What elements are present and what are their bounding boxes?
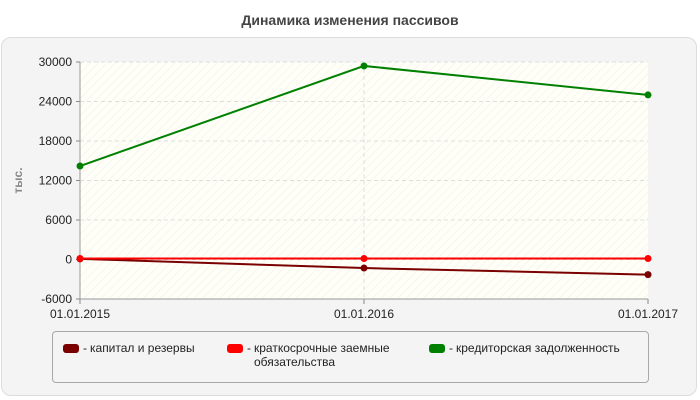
series-point-0 xyxy=(360,264,368,272)
series-point-1 xyxy=(644,255,652,263)
series-point-2 xyxy=(644,91,652,99)
series-point-1 xyxy=(360,255,368,263)
x-tick-label: 01.01.2017 xyxy=(618,307,678,321)
x-tick-label: 01.01.2016 xyxy=(334,307,394,321)
y-tick-label: 0 xyxy=(65,253,72,267)
y-tick-label: 6000 xyxy=(45,213,72,227)
chart-title: Динамика изменения пассивов xyxy=(241,12,459,28)
legend-label-capital: капитал и резервы xyxy=(90,341,195,355)
legend-dash: - xyxy=(247,341,251,355)
series-point-0 xyxy=(644,271,652,279)
y-tick-label: 12000 xyxy=(39,174,73,188)
legend-swatch-capital xyxy=(63,344,79,353)
series-point-2 xyxy=(360,62,368,70)
y-axis-label: тыс. xyxy=(11,167,25,193)
legend-swatch-short-term-loans xyxy=(227,344,243,353)
legend-item-capital[interactable]: - капитал и резервы xyxy=(63,341,195,355)
y-tick-label: -6000 xyxy=(41,292,72,306)
series-point-1 xyxy=(76,255,84,263)
x-tick-label: 01.01.2015 xyxy=(50,307,110,321)
legend-label-short-term-loans: краткосрочные заемные обязательства xyxy=(254,341,390,369)
chart-legend: - капитал и резервы - краткосрочные заем… xyxy=(52,331,649,383)
y-tick-label: 18000 xyxy=(39,134,73,148)
legend-item-accounts-payable[interactable]: - кредиторская задолженность xyxy=(429,341,620,355)
legend-dash: - xyxy=(449,341,453,355)
series-point-2 xyxy=(76,162,84,170)
y-tick-label: 30000 xyxy=(39,55,73,69)
legend-dash: - xyxy=(83,341,87,355)
legend-swatch-accounts-payable xyxy=(429,344,445,353)
legend-label-accounts-payable: кредиторская задолженность xyxy=(456,341,620,355)
y-tick-label: 24000 xyxy=(39,95,73,109)
legend-item-short-term-loans[interactable]: - краткосрочные заемные обязательства xyxy=(227,341,409,369)
